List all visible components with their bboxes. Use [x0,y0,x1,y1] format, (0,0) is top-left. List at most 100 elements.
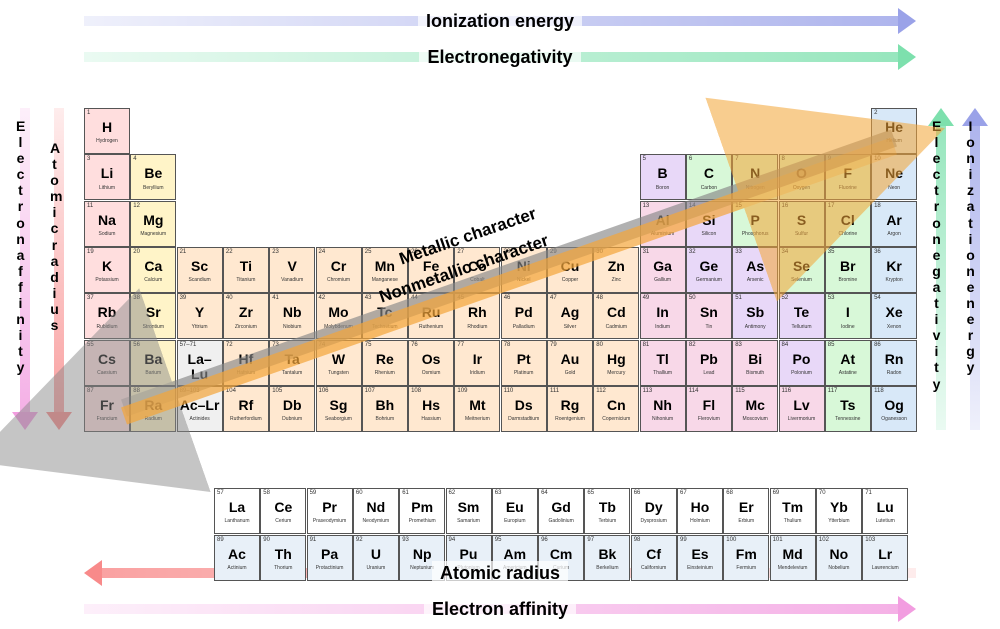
element-name: Gallium [643,277,683,283]
element-name: Radon [874,370,914,376]
element-symbol: Gd [541,500,581,515]
atomic-number: 82 [689,342,729,348]
atomic-number: 89–103 [180,388,220,394]
element-symbol: N [735,166,775,181]
element-symbol: Cu [550,259,590,274]
atomic-number: 5 [643,156,683,162]
element-F: 9FFluorine [825,154,871,200]
atomic-number: 98 [634,537,674,543]
element-symbol: Si [689,213,729,228]
element-Zr: 40ZrZirconium [223,293,269,339]
element-name: Tin [689,324,729,330]
element-symbol: Ar [874,213,914,228]
atomic-number: 106 [319,388,359,394]
element-symbol: Au [550,352,590,367]
element-symbol: P [735,213,775,228]
atomic-number: 57 [217,490,257,496]
element-symbol: Pa [310,547,350,562]
atomic-number: 85 [828,342,868,348]
element-name: Rubidium [87,324,127,330]
atomic-number: 13 [643,203,683,209]
atomic-number: 61 [402,490,442,496]
element-I: 53IIodine [825,293,871,339]
element-Au: 79AuGold [547,340,593,386]
element-symbol: Pr [310,500,350,515]
element-symbol: La–Lu [180,352,220,383]
element-name: Silicon [689,231,729,237]
element-Lv: 116LvLivermorium [779,386,825,432]
atomic-number: 97 [587,537,627,543]
element-name: Gadolinium [541,518,581,524]
element-name: Magnesium [133,231,173,237]
atomic-number: 80 [596,342,636,348]
element-Te: 52TeTellurium [779,293,825,339]
element-Kr: 36KrKrypton [871,247,917,293]
element-name: Rhenium [365,370,405,376]
element-name: Titanium [226,277,266,283]
atomic-number: 51 [735,295,775,301]
atomic-number: 96 [541,537,581,543]
element-Hs: 108HsHassium [408,386,454,432]
element-name: Seaborgium [319,416,359,422]
atomic-number: 95 [495,537,535,543]
atomic-number: 45 [457,295,497,301]
atomic-number: 88 [133,388,173,394]
atomic-number: 72 [226,342,266,348]
element-name: Praseodymium [310,518,350,524]
element-symbol: Ts [828,398,868,413]
atomic-number: 8 [782,156,822,162]
element-Cr: 24CrChromium [316,247,362,293]
element-name: Lithium [87,185,127,191]
label-electronaff-left: Electronaffinity [16,118,26,376]
element-symbol: Al [643,213,683,228]
element-name: Carbon [689,185,729,191]
element-symbol: Sr [133,305,173,320]
element-He: 2HeHelium [871,108,917,154]
element-symbol: As [735,259,775,274]
element-Ra: 88RaRadium [130,386,176,432]
element-name: Selenium [782,277,822,283]
element-name: Sulfur [782,231,822,237]
element-name: Rutherfordium [226,416,266,422]
element-symbol: Th [263,547,303,562]
element-Dy: 66DyDysprosium [631,488,677,534]
element-Al: 13 Al Aluminium [640,201,686,247]
element-symbol: Hf [226,352,266,367]
element-name: Protactinium [310,565,350,571]
element-name: Beryllium [133,185,173,191]
atomic-number: 20 [133,249,173,255]
atomic-number: 67 [680,490,720,496]
element-P: 15PPhosphorus [732,201,778,247]
element-symbol: Ca [133,259,173,274]
element-name: Aluminium [643,231,683,237]
element-Ac–Lr: 89–103Ac–LrActinides [177,386,223,432]
element-symbol: Ag [550,305,590,320]
element-Br: 35BrBromine [825,247,871,293]
arrow-electroneg-top: Electronegativity [84,44,916,70]
atomic-number: 56 [133,342,173,348]
element-name: Berkelium [587,565,627,571]
element-Er: 68ErErbium [723,488,769,534]
element-Ne: 10NeNeon [871,154,917,200]
element-name: Silver [550,324,590,330]
element-symbol: Er [726,500,766,515]
element-Cs: 55CsCaesium [84,340,130,386]
element-Rb: 37RbRubidium [84,293,130,339]
element-symbol: Rb [87,305,127,320]
atomic-number: 10 [874,156,914,162]
element-La: 57LaLanthanum [214,488,260,534]
element-symbol: Dy [634,500,674,515]
element-symbol: Ru [411,305,451,320]
atomic-number: 44 [411,295,451,301]
element-Pd: 46PdPalladium [501,293,547,339]
atomic-number: 16 [782,203,822,209]
element-name: Technetium [365,324,405,330]
atomic-number: 102 [819,537,859,543]
element-name: Helium [874,138,914,144]
element-name: Copper [550,277,590,283]
element-name: Osmium [411,370,451,376]
atomic-number: 11 [87,203,127,209]
element-name: Caesium [87,370,127,376]
element-symbol: Tb [587,500,627,515]
element-symbol: Mc [735,398,775,413]
